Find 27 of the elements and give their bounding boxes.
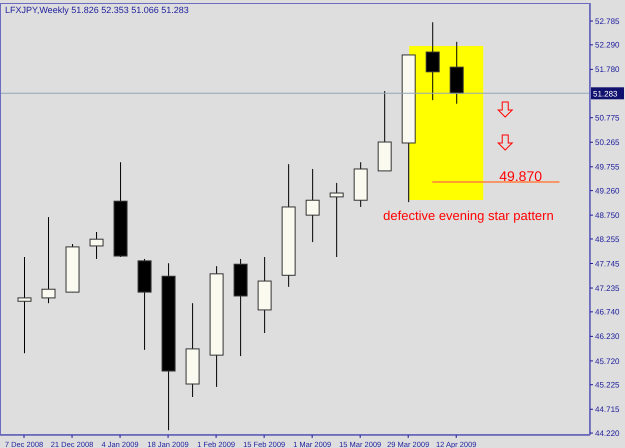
y-tick-label: 46.740 xyxy=(595,308,620,317)
ref-line-label: 51.283 xyxy=(593,89,618,98)
candlestick xyxy=(90,231,104,260)
y-tick-label: 45.720 xyxy=(595,356,620,366)
y-tick-label: 49.755 xyxy=(595,162,620,172)
candlestick xyxy=(42,216,56,304)
chart-title: LFXJPY,Weekly 51.826 52.353 51.066 51.283 xyxy=(5,5,189,15)
y-tick-label: 51.780 xyxy=(595,65,620,74)
y-tick-label: 49.260 xyxy=(595,186,620,196)
y-tick-label: 50.265 xyxy=(595,138,620,148)
candlestick xyxy=(18,256,32,354)
y-tick-label: 44.715 xyxy=(595,405,620,414)
candlestick xyxy=(426,22,440,101)
y-tick-label: 47.745 xyxy=(595,259,620,268)
y-tick-label: 52.290 xyxy=(595,40,620,50)
y-tick-label: 50.775 xyxy=(595,114,620,123)
annotation: 49.870 xyxy=(499,168,542,184)
y-tick-label: 47.235 xyxy=(595,284,620,293)
y-tick-label: 45.225 xyxy=(595,380,620,390)
y-tick-label: 52.785 xyxy=(595,16,620,26)
y-tick-label: 46.230 xyxy=(595,332,620,342)
candlestick xyxy=(330,182,344,258)
candlestick xyxy=(306,168,320,243)
y-tick-label: 48.255 xyxy=(595,234,620,244)
y-tick-label: 48.750 xyxy=(595,210,620,220)
annotation: defective evening star pattern xyxy=(383,208,554,223)
y-tick-label: 44.220 xyxy=(595,428,620,438)
